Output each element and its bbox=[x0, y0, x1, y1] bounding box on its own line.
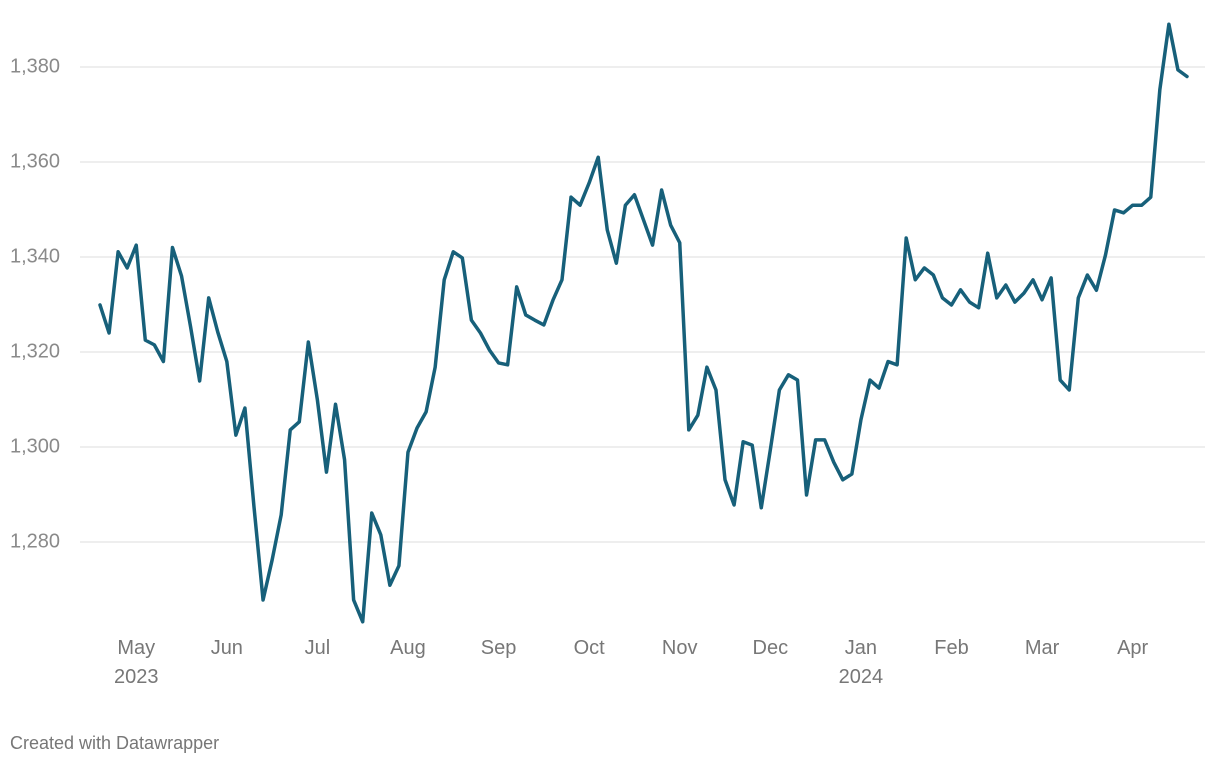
y-tick-label: 1,380 bbox=[10, 55, 60, 77]
x-tick-label: Jan 2024 bbox=[838, 637, 884, 688]
x-tick-label: Jun bbox=[210, 637, 243, 659]
x-tick-label: Sep bbox=[480, 637, 517, 659]
x-tick-label: Dec bbox=[752, 637, 789, 659]
x-tick-label: Mar bbox=[1024, 637, 1060, 659]
x-tick-label: Nov bbox=[661, 637, 698, 659]
y-tick-label: 1,340 bbox=[10, 245, 60, 267]
footer: Created with Datawrapper bbox=[10, 733, 220, 753]
x-tick-label: Feb bbox=[934, 637, 969, 659]
x-tick-label: Jul bbox=[304, 637, 331, 659]
y-tick-label: 1,320 bbox=[10, 340, 60, 362]
x-tick-label: Apr bbox=[1117, 637, 1149, 659]
y-tick-label: 1,360 bbox=[10, 150, 60, 172]
x-tick-label: Oct bbox=[573, 637, 605, 659]
x-tick-label: May 2023 bbox=[113, 637, 159, 688]
line bbox=[98, 22, 1189, 624]
y-tick-label: 1,300 bbox=[10, 435, 60, 457]
x-tick-label: Aug bbox=[390, 637, 426, 659]
y-tick-label: 1,280 bbox=[10, 530, 60, 552]
